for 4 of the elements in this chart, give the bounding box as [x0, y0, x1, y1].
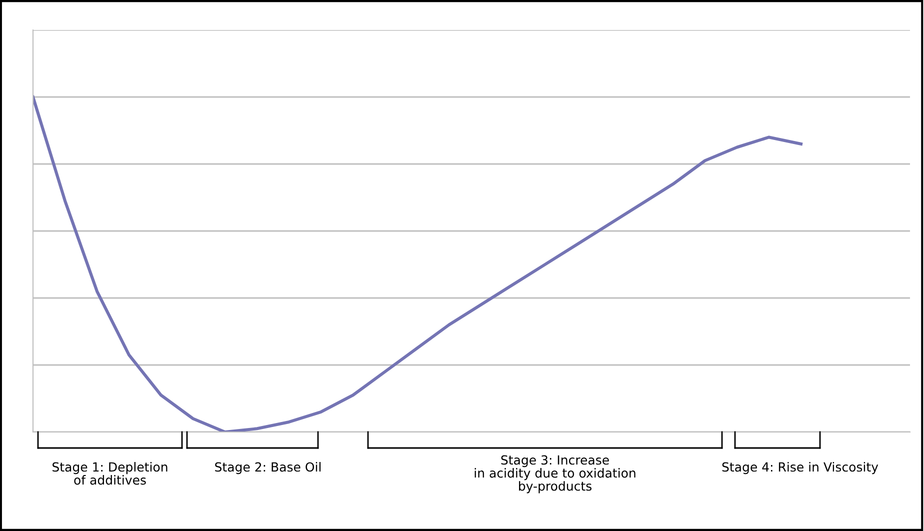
- text: Stage 4: Rise in Viscosity: [722, 462, 878, 474]
- text: Stage 1: Depletion of additives: [52, 462, 168, 485]
- text: Stage 3: Increase in acidity due to oxidation by-products: [474, 455, 636, 494]
- text: Stage 2: Base Oil: [215, 462, 321, 474]
